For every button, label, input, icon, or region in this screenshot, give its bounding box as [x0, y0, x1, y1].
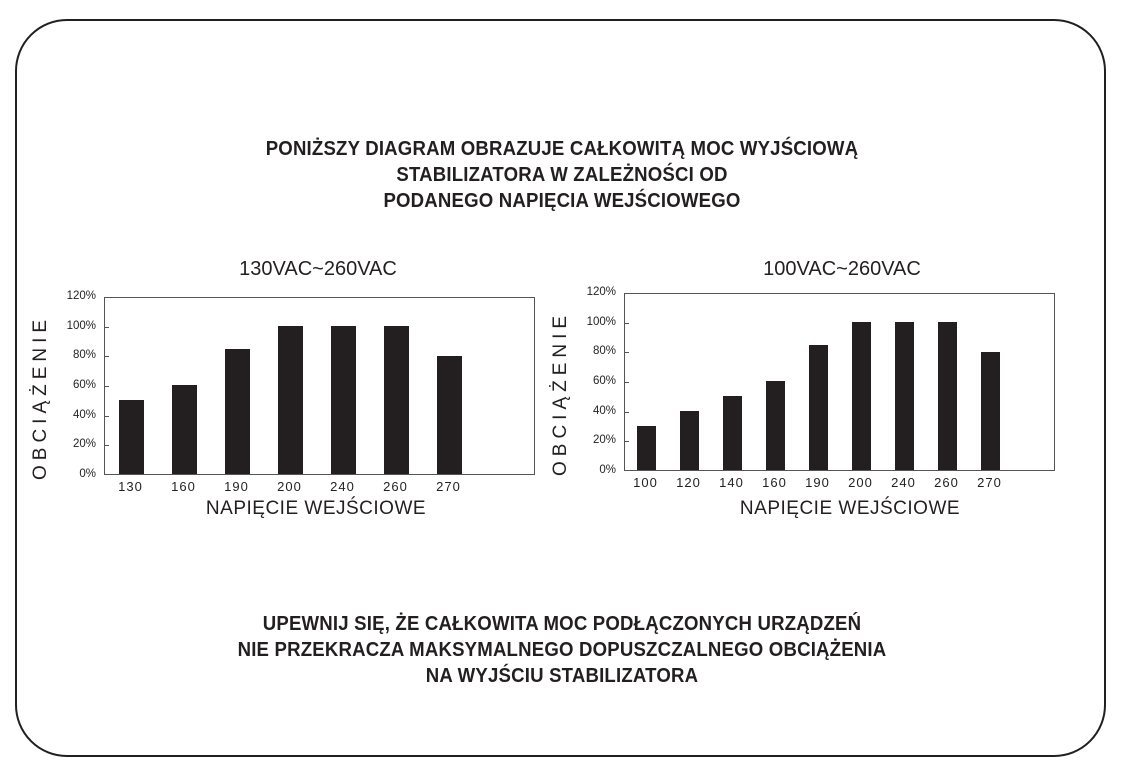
y-tick-mark [624, 411, 629, 413]
y-tick-mark [104, 386, 109, 387]
y-tick-label: 120% [586, 286, 616, 298]
x-tick-label: 120 [676, 475, 701, 490]
top-heading-line-1: PONIŻSZY DIAGRAM OBRAZUJE CAŁKOWITĄ MOC … [265, 138, 859, 160]
bar-260 [384, 326, 409, 474]
x-tick-label: 270 [436, 479, 461, 494]
bar-160 [766, 381, 785, 470]
bar-240 [331, 326, 356, 474]
y-tick-mark [624, 322, 629, 324]
x-tick-label: 270 [977, 475, 1002, 490]
y-tick-label: 0% [599, 464, 616, 476]
bottom-heading: UPEWNIJ SIĘ, ŻE CAŁKOWITA MOC PODŁĄCZONY… [39, 611, 1084, 689]
y-tick-label: 60% [72, 379, 96, 391]
bottom-heading-line-1: UPEWNIJ SIĘ, ŻE CAŁKOWITA MOC PODŁĄCZONY… [262, 613, 862, 635]
x-tick-label: 200 [848, 475, 873, 490]
plot-area [624, 293, 1055, 471]
bar-130 [119, 400, 144, 474]
bar-160 [172, 385, 197, 474]
plot-area [104, 297, 535, 475]
y-tick-label: 0% [79, 468, 96, 480]
top-heading-line-2: STABILIZATORA W ZALEŻNOŚCI OD [396, 164, 728, 186]
y-tick-label: 40% [592, 404, 616, 417]
top-heading-line-3: PODANEGO NAPIĘCIA WEJŚCIOWEGO [383, 190, 741, 212]
y-tick-label: 80% [592, 345, 616, 358]
bar-240 [895, 322, 914, 470]
bar-190 [225, 349, 250, 474]
bar-100 [637, 426, 656, 470]
y-tick-mark [104, 356, 109, 358]
bottom-heading-line-2: NIE PRZEKRACZA MAKSYMALNEGO DOPUSZCZALNE… [237, 639, 887, 661]
x-tick-label: 100 [633, 475, 658, 490]
chart-title: 130VAC~260VAC [239, 258, 397, 280]
y-tick-label: 80% [72, 349, 96, 362]
y-axis-label: OBCIĄŻENIE [550, 310, 571, 476]
y-tick-mark [104, 445, 109, 447]
x-tick-label: 200 [277, 479, 302, 494]
x-tick-label: 140 [719, 475, 744, 490]
x-tick-label: 130 [118, 479, 143, 494]
x-tick-label: 190 [805, 475, 830, 490]
x-tick-label: 260 [934, 475, 959, 490]
top-heading: PONIŻSZY DIAGRAM OBRAZUJE CAŁKOWITĄ MOC … [39, 136, 1084, 214]
y-axis-label: OBCIĄŻENIE [30, 314, 51, 480]
bar-200 [278, 326, 303, 474]
rounded-border-frame [15, 19, 1106, 757]
bar-270 [437, 356, 462, 474]
bar-140 [723, 396, 742, 470]
bar-260 [938, 322, 957, 470]
chart-title: 100VAC~260VAC [763, 258, 921, 280]
bar-270 [981, 352, 1000, 470]
y-tick-mark [104, 326, 109, 328]
x-tick-label: 190 [224, 479, 249, 494]
y-tick-label: 100% [66, 319, 96, 332]
y-tick-mark [624, 382, 629, 383]
y-tick-mark [624, 352, 629, 354]
x-tick-label: 240 [330, 479, 355, 494]
bottom-heading-line-3: NA WYJŚCIU STABILIZATORA [425, 665, 699, 687]
bar-200 [852, 322, 871, 470]
bar-120 [680, 411, 699, 470]
x-tick-label: 160 [171, 479, 196, 494]
y-tick-label: 120% [66, 290, 96, 302]
y-tick-label: 20% [592, 434, 616, 447]
x-tick-label: 240 [891, 475, 916, 490]
x-tick-label: 160 [762, 475, 787, 490]
y-tick-label: 60% [592, 375, 616, 387]
x-axis-label: NAPIĘCIE WEJŚCIOWE [205, 498, 427, 519]
y-tick-label: 100% [586, 315, 616, 328]
y-tick-mark [624, 441, 629, 443]
y-tick-mark [104, 415, 109, 417]
x-axis-label: NAPIĘCIE WEJŚCIOWE [739, 498, 961, 519]
y-tick-label: 40% [72, 408, 96, 421]
x-tick-label: 260 [383, 479, 408, 494]
bar-190 [809, 345, 828, 470]
y-tick-label: 20% [72, 438, 96, 451]
